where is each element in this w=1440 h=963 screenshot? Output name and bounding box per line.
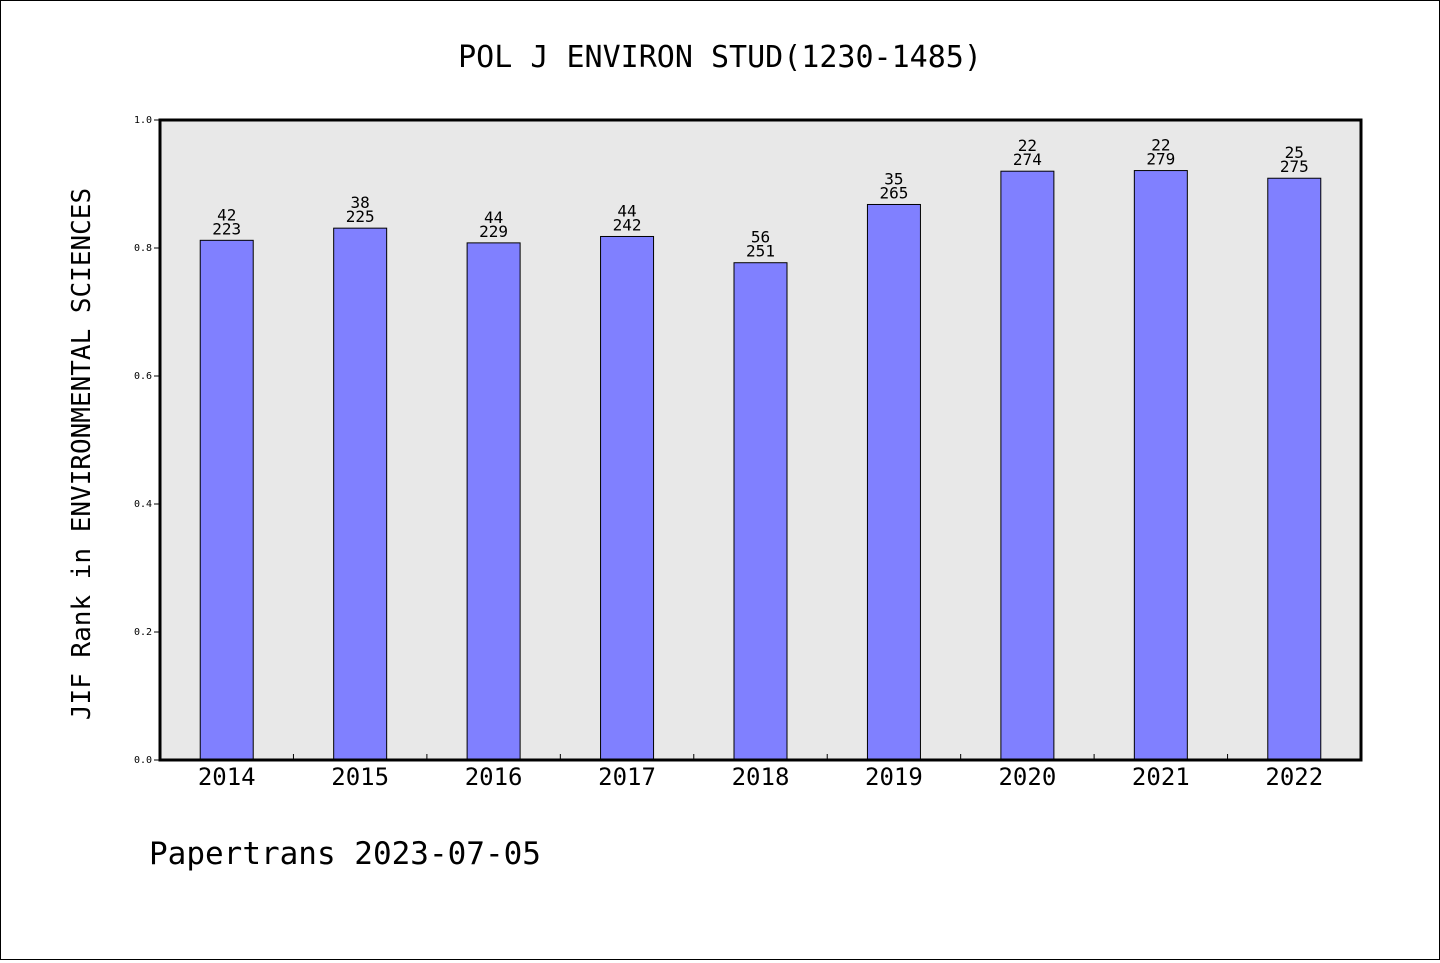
bar-total-label: 229 [479, 222, 508, 241]
y-axis-label: JIF Rank in ENVIRONMENTAL SCIENCES [67, 188, 97, 720]
bar-rank-label: 25 [1285, 143, 1304, 162]
bar-rank-label: 44 [484, 208, 503, 227]
bar [600, 235, 655, 761]
y-tick-label: 0.2 [134, 627, 152, 638]
x-tick-label: 2014 [198, 763, 256, 791]
bar-rank-label: 22 [1151, 136, 1170, 155]
bar-rank-label: 42 [217, 205, 236, 224]
bar-rank-label: 56 [751, 228, 770, 247]
bar-rank-label: 35 [884, 169, 903, 188]
bar-rank-label: 44 [617, 201, 636, 220]
ticks-layer: 0.0 0.2 0.4 0.6 0.8 1.0 2014 2015 2016 2017 2018 20… [134, 115, 1323, 791]
bar [1000, 170, 1055, 761]
y-tick-label: 0.4 [134, 499, 152, 510]
bar-total-label: 279 [1146, 150, 1175, 169]
y-tick-label: 0.8 [134, 243, 152, 254]
plot-frame [158, 118, 1363, 762]
bar-total-label: 225 [346, 207, 375, 226]
bar [733, 262, 788, 761]
footer-credit: Papertrans 2023-07-05 [149, 836, 541, 872]
x-tick-label: 2019 [865, 763, 923, 791]
bar [866, 203, 921, 761]
bar-total-label: 251 [746, 242, 775, 261]
y-tick-label: 0.6 [134, 371, 152, 382]
bar-total-label: 242 [613, 215, 642, 234]
y-tick-label: 0.0 [134, 755, 152, 766]
bar-total-label: 223 [212, 219, 241, 238]
x-tick-label: 2016 [465, 763, 523, 791]
x-tick-label: 2022 [1265, 763, 1323, 791]
x-tick-label: 2015 [331, 763, 389, 791]
x-tick-label: 2020 [998, 763, 1056, 791]
bar [1133, 170, 1188, 761]
chart-title: POL J ENVIRON STUD(1230-1485) [458, 40, 982, 75]
y-tick-label: 1.0 [134, 115, 152, 126]
bar-total-label: 275 [1280, 157, 1309, 176]
bar-total-label: 274 [1013, 150, 1042, 169]
bar [466, 242, 521, 761]
x-tick-label: 2021 [1132, 763, 1190, 791]
bar-rank-label: 22 [1018, 136, 1037, 155]
x-tick-label: 2017 [598, 763, 656, 791]
bar [333, 227, 388, 761]
x-tick-label: 2018 [732, 763, 790, 791]
bar-rank-label: 38 [351, 193, 370, 212]
bar [199, 239, 254, 761]
bar [1267, 177, 1322, 761]
bar-total-label: 265 [879, 183, 908, 202]
